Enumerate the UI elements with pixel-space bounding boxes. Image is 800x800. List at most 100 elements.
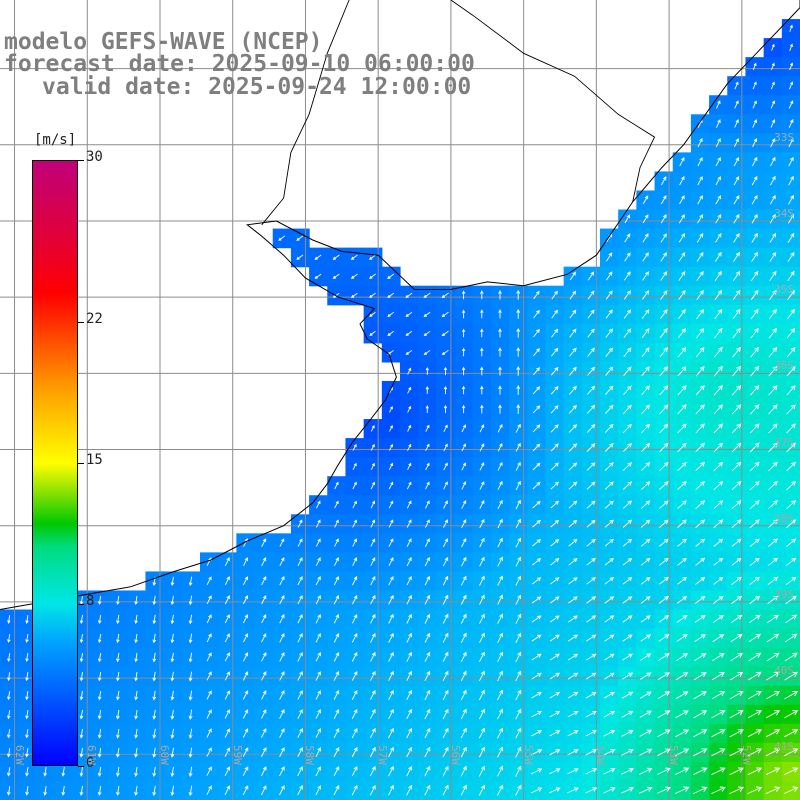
wind-arrow: [406, 765, 413, 777]
wind-arrow: [224, 576, 230, 586]
wind-cell: [709, 400, 728, 420]
wind-arrow: [677, 442, 687, 453]
wind-arrow: [568, 558, 578, 566]
wind-arrow: [315, 519, 321, 528]
wind-arrow: [498, 366, 502, 376]
wind-arrow: [622, 558, 633, 566]
wind-arrow: [783, 786, 799, 795]
wind-arrow: [333, 651, 340, 662]
wind-arrow: [770, 156, 776, 167]
wind-arrow: [497, 537, 503, 548]
wind-arrow: [261, 671, 267, 681]
wind-arrow: [786, 365, 796, 377]
wind-arrow: [441, 292, 449, 299]
wind-arrow: [640, 615, 651, 623]
wind-arrow: [767, 461, 778, 472]
wind-arrow: [443, 366, 448, 376]
wind-arrow: [134, 671, 138, 682]
wind-arrow: [787, 289, 795, 301]
wind-arrow: [640, 481, 651, 490]
wind-arrow: [497, 727, 504, 739]
wind-arrow: [747, 710, 762, 719]
wind-arrow: [567, 653, 579, 661]
wind-arrow: [370, 557, 376, 567]
wind-arrow: [352, 500, 357, 509]
wind-cell: [418, 304, 437, 325]
latitude-label: 40S: [774, 664, 794, 678]
wind-arrow: [658, 615, 670, 623]
wind-arrow: [729, 671, 744, 681]
wind-arrow: [188, 785, 193, 797]
wind-arrow: [748, 614, 761, 624]
wind-arrow: [733, 138, 739, 148]
wind-arrow: [170, 576, 175, 587]
wind-arrow: [532, 443, 541, 452]
wind-arrow: [279, 709, 285, 719]
wind-arrow: [622, 500, 633, 509]
wind-arrow: [460, 594, 467, 605]
wind-arrow: [25, 748, 29, 758]
wind-arrow: [711, 710, 726, 719]
wind-arrow: [621, 767, 635, 775]
wind-arrow: [352, 443, 357, 451]
wind-arrow: [442, 727, 449, 739]
wind-arrow: [659, 442, 669, 453]
wind-arrow: [696, 271, 704, 281]
wind-arrow: [369, 689, 376, 700]
wind-arrow: [660, 233, 667, 243]
wind-arrow: [713, 442, 724, 453]
wind-arrow: [787, 251, 795, 262]
wind-arrow: [713, 423, 724, 434]
wind-arrow: [568, 615, 578, 623]
wind-arrow: [406, 594, 412, 605]
wind-arrow: [784, 652, 798, 662]
wind-arrow: [751, 214, 758, 224]
wind-arrow: [733, 233, 740, 243]
wind-arrow: [696, 308, 704, 320]
wind-arrow: [388, 519, 394, 528]
wind-cell: [709, 704, 728, 725]
wind-arrow: [224, 614, 230, 624]
wind-arrow: [604, 672, 615, 680]
wind-arrow: [242, 633, 249, 643]
wind-arrow: [97, 652, 102, 663]
wind-arrow: [787, 308, 795, 320]
wind-arrow: [443, 404, 448, 414]
wind-arrow: [550, 519, 560, 528]
wind-arrow: [388, 765, 394, 777]
wind-arrow: [752, 138, 758, 147]
wind-arrow: [533, 347, 540, 357]
wind-arrow: [424, 613, 431, 624]
wind-arrow: [734, 100, 739, 109]
wind-arrow: [604, 404, 614, 414]
wind-arrow: [622, 481, 633, 490]
wind-arrow: [206, 785, 212, 796]
wind-arrow: [442, 613, 449, 624]
wind-arrow: [442, 689, 449, 701]
wind-arrow: [461, 519, 467, 529]
wind-arrow: [516, 366, 521, 376]
wind-arrow: [568, 596, 578, 604]
wind-arrow: [279, 747, 285, 758]
wind-arrow: [697, 195, 703, 205]
wind-arrow: [732, 327, 741, 339]
wind-arrow: [279, 595, 285, 605]
wind-arrow: [407, 405, 412, 413]
wind-arrow: [585, 672, 597, 680]
wind-arrow: [261, 614, 267, 624]
wind-cell: [763, 457, 783, 477]
wind-arrow: [567, 787, 579, 794]
wind-arrow: [749, 538, 760, 547]
wind-arrow: [531, 672, 542, 680]
wind-arrow: [549, 749, 561, 756]
longitude-label: 59W: [230, 745, 244, 765]
wind-arrow: [768, 308, 777, 320]
wind-arrow: [152, 595, 157, 606]
wind-arrow: [533, 328, 540, 338]
wind-arrow: [676, 634, 688, 642]
wind-arrow: [441, 311, 449, 318]
wind-arrow: [786, 385, 796, 396]
wind-arrow: [533, 309, 540, 319]
wind-arrow: [622, 653, 633, 661]
wind-arrow: [224, 747, 231, 757]
